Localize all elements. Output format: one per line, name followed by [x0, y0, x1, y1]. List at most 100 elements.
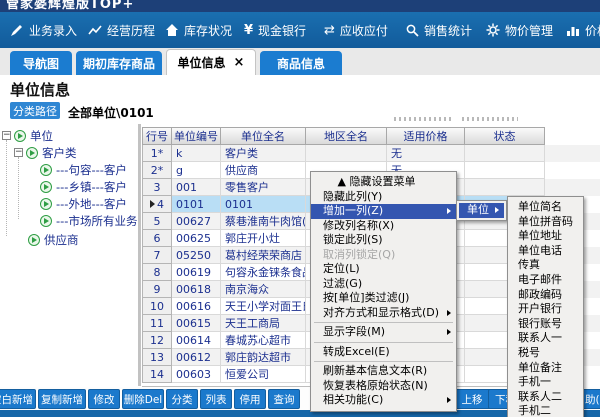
- row-number[interactable]: 14: [142, 366, 172, 383]
- row-number[interactable]: 9: [142, 281, 172, 298]
- table-row[interactable]: 1* k 客户类 无: [142, 145, 600, 162]
- cell[interactable]: g: [172, 162, 221, 179]
- menu-item-filter[interactable]: 过滤(G): [323, 276, 363, 290]
- field-item-tax-number[interactable]: 税号: [518, 345, 540, 359]
- cell[interactable]: 恒爱公司: [221, 366, 306, 383]
- cell[interactable]: 天王工商局: [221, 315, 306, 332]
- category-path-button[interactable]: 分类路径: [10, 102, 60, 119]
- close-icon[interactable]: ×: [233, 55, 245, 70]
- field-item-address[interactable]: 单位地址: [518, 229, 562, 243]
- menu-item-receivables-payables[interactable]: ⇄ 应收应付: [324, 12, 388, 48]
- cell[interactable]: [465, 179, 545, 196]
- field-item-remark[interactable]: 单位备注: [518, 360, 562, 374]
- menu-item-filter-by-unit-class[interactable]: 按[单位]类过滤(J): [323, 291, 410, 304]
- cell[interactable]: 零售客户: [221, 179, 306, 196]
- field-item-phone[interactable]: 单位电话: [518, 243, 562, 257]
- row-number[interactable]: 3: [142, 179, 172, 196]
- field-item-fax[interactable]: 传真: [518, 258, 540, 272]
- blank-add-button[interactable]: 空白新增: [0, 389, 36, 409]
- cell[interactable]: 客户类: [221, 145, 306, 162]
- field-item-short-name[interactable]: 单位简名: [518, 200, 562, 213]
- cell[interactable]: k: [172, 145, 221, 162]
- tree-item-customer-class[interactable]: 客户类: [26, 145, 77, 160]
- column-header-region[interactable]: 地区全名: [306, 127, 387, 145]
- tree-item-township-customer[interactable]: ---乡镇---客户: [40, 179, 127, 194]
- cell[interactable]: 春城苏心超市: [221, 332, 306, 349]
- cell[interactable]: 00616: [172, 298, 221, 315]
- tree-collapse-toggle[interactable]: −: [2, 130, 11, 140]
- menu-item-related-functions[interactable]: 相关功能(C): [311, 393, 456, 408]
- menu-item-refresh-basic-info[interactable]: 刷新基本信息文本(R): [323, 364, 428, 377]
- tree-item-jurong-customer[interactable]: ---句容---客户: [40, 162, 127, 177]
- cell[interactable]: 葛村经荣荣商店: [221, 247, 306, 264]
- menu-item-lock-column[interactable]: 锁定此列(S): [323, 233, 383, 246]
- row-number[interactable]: 8: [142, 264, 172, 281]
- cell[interactable]: 00618: [172, 281, 221, 298]
- menu-item-locate[interactable]: 定位(L): [323, 262, 360, 275]
- cell[interactable]: 天王小学对面王氏: [221, 298, 306, 315]
- query-button[interactable]: 查询: [268, 389, 300, 409]
- menu-item-add-column[interactable]: 增加一列(Z): [311, 204, 456, 219]
- cell[interactable]: 0101: [172, 196, 221, 213]
- menu-item-cash-bank[interactable]: ¥ 现金银行: [244, 12, 306, 48]
- row-number[interactable]: 2*: [142, 162, 172, 179]
- cell[interactable]: 南京海众: [221, 281, 306, 298]
- field-item-mobile1[interactable]: 手机一: [518, 375, 551, 389]
- move-up-button[interactable]: 上移: [452, 389, 492, 409]
- cell[interactable]: 05250: [172, 247, 221, 264]
- cell[interactable]: [465, 145, 545, 162]
- row-number[interactable]: 4: [142, 196, 172, 213]
- tree-item-unit-root[interactable]: 单位: [14, 128, 53, 143]
- cell[interactable]: 供应商: [221, 162, 306, 179]
- row-number[interactable]: 11: [142, 315, 172, 332]
- tab-product-info[interactable]: 商品信息: [260, 51, 342, 75]
- cell[interactable]: 00612: [172, 349, 221, 366]
- row-number[interactable]: 7: [142, 247, 172, 264]
- menu-item-sales-statistics[interactable]: 销售统计: [405, 12, 472, 48]
- cell[interactable]: 00615: [172, 315, 221, 332]
- row-number[interactable]: 1*: [142, 145, 172, 162]
- menu-item-align-format[interactable]: 对齐方式和显示格式(D): [311, 306, 456, 321]
- field-item-bank[interactable]: 开户银行: [518, 302, 562, 316]
- tree-item-supplier[interactable]: 供应商: [28, 232, 79, 247]
- table-row[interactable]: 2*g供应商无: [142, 162, 600, 179]
- column-header-name[interactable]: 单位全名: [221, 127, 306, 145]
- copy-add-button[interactable]: 复制新增: [38, 389, 86, 409]
- column-header-rownum[interactable]: 行号: [142, 127, 172, 145]
- column-header-code[interactable]: 单位编号: [172, 127, 221, 145]
- tree-grid-divider[interactable]: [138, 124, 141, 386]
- list-button[interactable]: 列表: [200, 389, 232, 409]
- cell[interactable]: 郭庄韵达超市: [221, 349, 306, 366]
- tree-item-market-salesmen[interactable]: ---市场所有业务员: [40, 213, 138, 228]
- cell[interactable]: 00627: [172, 213, 221, 230]
- cell[interactable]: 无: [387, 145, 465, 162]
- menu-item-restore-table-state[interactable]: 恢复表格原始状态(N): [323, 378, 428, 392]
- menu-item-business-history[interactable]: 经营历程: [88, 12, 155, 48]
- field-item-bank-account[interactable]: 银行账号: [518, 316, 562, 330]
- classify-button[interactable]: 分类: [166, 389, 198, 409]
- cell[interactable]: 00603: [172, 366, 221, 383]
- cell[interactable]: 001: [172, 179, 221, 196]
- menu-item-price-management[interactable]: 物价管理: [486, 12, 553, 48]
- tab-opening-inventory[interactable]: 期初库存商品: [76, 51, 162, 75]
- field-item-pinyin-code[interactable]: 单位拼音码: [518, 214, 573, 228]
- cell[interactable]: [465, 162, 545, 179]
- menu-item-hide-settings-menu[interactable]: ▲ 隐藏设置菜单: [337, 175, 416, 188]
- menu-item-hide-column[interactable]: 隐藏此列(Y): [323, 189, 383, 203]
- menu-item-business-entry[interactable]: 业务录入: [10, 12, 77, 48]
- menu-item-show-fields[interactable]: 显示字段(M): [311, 325, 456, 340]
- cell[interactable]: 句容永金铼条食品: [221, 264, 306, 281]
- modify-button[interactable]: 修改: [88, 389, 120, 409]
- cell[interactable]: 00614: [172, 332, 221, 349]
- cell[interactable]: 0101: [221, 196, 306, 213]
- field-item-contact2[interactable]: 联系人二: [518, 389, 562, 403]
- tab-navigation-map[interactable]: 导航图: [10, 51, 72, 75]
- menu-item-export-excel[interactable]: 转成Excel(E): [323, 344, 390, 358]
- field-item-mobile2[interactable]: 手机二: [518, 404, 551, 417]
- tree-collapse-toggle[interactable]: −: [14, 147, 23, 157]
- menu-item-inventory-status[interactable]: 库存状况: [165, 12, 232, 48]
- row-number[interactable]: 10: [142, 298, 172, 315]
- delete-button[interactable]: 删除Del: [122, 389, 164, 409]
- column-header-status[interactable]: 状态: [465, 127, 545, 145]
- cell[interactable]: [306, 145, 387, 162]
